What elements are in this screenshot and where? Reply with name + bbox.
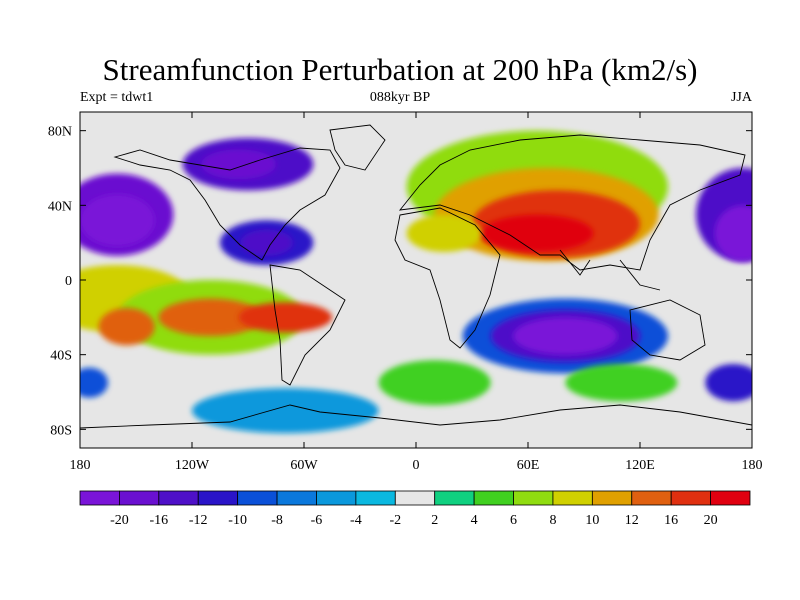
lat-tick-label: 0 xyxy=(65,274,72,289)
field-region-25 xyxy=(80,367,108,398)
field-region-22 xyxy=(565,364,678,402)
colorbar-label: -8 xyxy=(271,513,283,528)
lat-tick-label: 80S xyxy=(50,423,72,438)
field-region-14 xyxy=(481,214,594,252)
lon-tick-label: 120E xyxy=(625,458,655,473)
colorbar-label: -12 xyxy=(189,513,208,528)
map-axes: 80N 40N 0 40S 80S 180 120W 60W 0 60E 120E 180 xyxy=(48,112,763,473)
lon-tick-label: 60E xyxy=(517,458,540,473)
lon-tick-label: 180 xyxy=(70,458,91,473)
colorbar-swatch xyxy=(276,490,317,506)
colorbar-swatch xyxy=(631,490,672,506)
field-region-21 xyxy=(378,360,491,406)
plot-title: Streamfunction Perturbation at 200 hPa (… xyxy=(102,52,698,87)
colorbar-swatch xyxy=(79,490,120,506)
colorbar-label: -20 xyxy=(110,513,129,528)
colorbar: -20 -16 -12 -10 -8 -6 -4 -2 2 4 6 8 10 12 16 20 xyxy=(79,490,751,528)
colorbar-swatch xyxy=(355,490,396,506)
colorbar-swatch xyxy=(670,490,711,506)
colorbar-swatch xyxy=(158,490,199,506)
colorbar-swatch xyxy=(316,490,357,506)
field-region-18 xyxy=(513,317,618,355)
field-region-3 xyxy=(201,149,276,180)
coastlines xyxy=(80,124,752,429)
colorbar-swatch xyxy=(237,490,278,506)
time-label: 088kyr BP xyxy=(369,90,431,105)
colorbar-label: -10 xyxy=(228,513,247,528)
field-region-23 xyxy=(192,388,379,434)
field-region-15 xyxy=(406,214,482,252)
colorbar-label: -6 xyxy=(311,513,323,528)
field-region-9 xyxy=(238,302,332,333)
lon-tick-label: 0 xyxy=(413,458,420,473)
lat-tick-label: 80N xyxy=(48,125,72,140)
field-region-5 xyxy=(240,229,293,256)
colorbar-swatch xyxy=(434,490,475,506)
lat-tick-label: 40N xyxy=(48,199,72,214)
coast-greenland xyxy=(329,124,386,171)
colorbar-swatch xyxy=(197,490,239,506)
coast-australia xyxy=(629,299,706,361)
colorbar-swatch xyxy=(473,490,514,506)
colorbar-label: 4 xyxy=(471,513,478,528)
colorbar-label: -16 xyxy=(149,513,168,528)
colorbar-swatch xyxy=(591,490,633,506)
colorbar-label: 12 xyxy=(625,513,639,528)
field-region-24 xyxy=(705,364,752,402)
colorbar-label: 6 xyxy=(510,513,517,528)
coast-eurasia xyxy=(398,134,746,271)
colorbar-swatch xyxy=(394,490,436,506)
colorbar-label: 20 xyxy=(704,513,718,528)
field-region-20 xyxy=(714,205,752,262)
colorbar-label: -4 xyxy=(350,513,362,528)
coast-north-america xyxy=(113,147,341,261)
coast-south-america xyxy=(269,264,346,386)
colorbar-label: 10 xyxy=(585,513,599,528)
lat-tick-label: 40S xyxy=(50,349,72,364)
lon-tick-label: 180 xyxy=(742,458,763,473)
coast-south-asia xyxy=(559,249,661,291)
experiment-label: Expt = tdwt1 xyxy=(80,90,154,105)
field-region-8 xyxy=(158,298,263,337)
colorbar-label: 2 xyxy=(431,513,438,528)
field-region-1 xyxy=(80,194,155,247)
coast-antarctica xyxy=(80,404,752,429)
field-region-10 xyxy=(98,308,155,346)
colorbar-swatch xyxy=(119,490,160,506)
lon-tick-label: 120W xyxy=(175,458,210,473)
lon-tick-label: 60W xyxy=(290,458,318,473)
coast-africa xyxy=(394,207,501,349)
colorbar-swatch xyxy=(513,490,554,506)
colorbar-label: -2 xyxy=(389,513,401,528)
colorbar-swatch xyxy=(552,490,593,506)
colorbar-label: 16 xyxy=(664,513,678,528)
colorbar-label: 8 xyxy=(549,513,556,528)
streamfunction-field xyxy=(80,130,752,434)
season-label: JJA xyxy=(730,90,752,105)
colorbar-swatch xyxy=(710,490,751,506)
